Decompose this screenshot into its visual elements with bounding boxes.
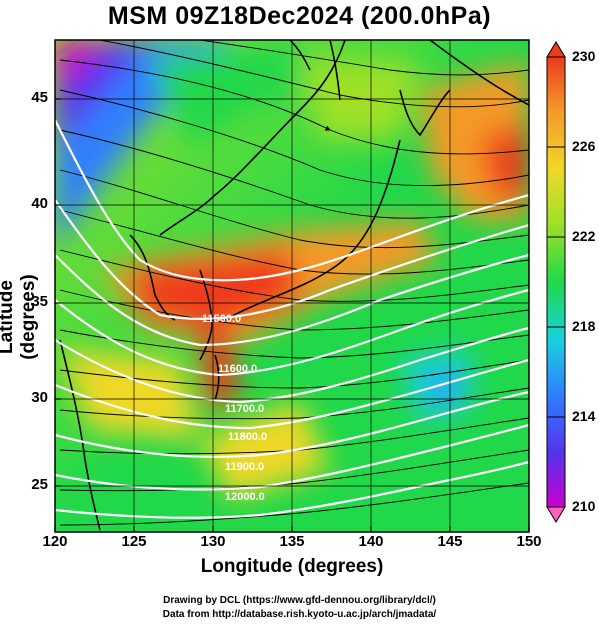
x-axis-label: Longitude (degrees) [200, 556, 384, 577]
contour-label: 11500.0 [202, 313, 241, 325]
colorbar-tick-label: 214 [572, 408, 596, 424]
colorbar-tick-label: 230 [572, 48, 596, 64]
y-tick-label: 45 [31, 89, 48, 106]
x-tick-label: 145 [437, 533, 463, 550]
y-tick-label: 25 [31, 476, 48, 493]
height-contours [55, 119, 529, 519]
credit-data: Data from http://database.rish.kyoto-u.a… [162, 609, 437, 620]
y-tick-label: 35 [31, 293, 48, 310]
axis-ticks [54, 98, 530, 532]
y-tick-label: 30 [31, 389, 48, 406]
contour-label: 11600.0 [218, 363, 257, 375]
contour-label: 12000.0 [225, 491, 265, 503]
contour-label: 11800.0 [228, 431, 267, 443]
x-tick-label: 140 [358, 533, 384, 550]
colorbar-tick-label: 218 [572, 318, 596, 334]
x-tick-label: 130 [200, 533, 226, 550]
map-title: MSM 09Z18Dec2024 (200.0hPa) [107, 2, 492, 30]
contour-label: 11900.0 [225, 461, 264, 473]
credit-drawing: Drawing by DCL (https://www.gfd-dennou.o… [163, 595, 436, 606]
x-tick-label: 125 [121, 533, 147, 550]
colorbar-tick-label: 210 [572, 498, 596, 514]
colorbar-min-arrow [546, 506, 566, 523]
colorbar-max-arrow [546, 41, 566, 58]
graticule [55, 40, 529, 532]
x-tick-label: 135 [279, 533, 305, 550]
contour-label: 11700.0 [225, 403, 264, 415]
contour-label-group: 11500.0 11600.0 11700.0 11800.0 11900.0 … [202, 313, 267, 503]
x-tick-label: 120 [42, 533, 68, 550]
y-tick-label: 40 [31, 195, 48, 212]
coastlines [59, 40, 529, 531]
colorbar-tick-label: 222 [572, 228, 596, 244]
x-tick-label: 150 [516, 533, 542, 550]
colorbar-tick-label: 226 [572, 138, 596, 154]
colorbar [546, 41, 566, 523]
y-axis-label: Latitude (degrees) [0, 274, 39, 360]
